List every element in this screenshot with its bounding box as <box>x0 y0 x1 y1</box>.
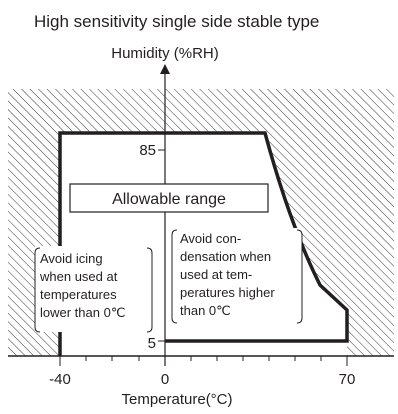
y-tick-5: 5 <box>148 335 156 352</box>
prohibited-region-hatch <box>8 89 394 356</box>
allowable-range-box <box>69 183 269 213</box>
condensation-note-line-3: used at tem- <box>180 267 252 282</box>
icing-note: Avoid icing when used at temperatures lo… <box>34 246 153 333</box>
allowable-range-label: Allowable range <box>112 191 226 208</box>
condensation-note-line-1: Avoid con- <box>180 231 241 246</box>
y-axis-ticks <box>158 149 165 342</box>
icing-note-left-bracket <box>34 247 41 333</box>
x-axis-ticks <box>59 356 348 366</box>
y-axis-arrow <box>160 64 170 74</box>
x-axis-label: Temperature(°C) <box>121 391 232 408</box>
x-tick-0: 0 <box>161 371 169 388</box>
diagram-title: High sensitivity single side stable type <box>34 12 319 31</box>
icing-note-line-3: temperatures <box>40 287 117 302</box>
icing-note-line-2: when used at <box>39 269 118 284</box>
icing-note-line-1: Avoid icing <box>40 251 103 266</box>
allowable-area-outline <box>58 131 349 356</box>
condensation-note-line-2: densation when <box>180 249 271 264</box>
icing-note-line-4: lower than 0℃ <box>40 305 125 320</box>
condensation-note: Avoid con- densation when used at tem- p… <box>171 228 303 326</box>
condensation-note-left-bracket <box>171 229 178 324</box>
condensation-note-line-4: peratures higher <box>180 285 275 300</box>
x-tick-neg40: -40 <box>49 371 71 388</box>
condensation-note-line-5: than 0℃ <box>180 303 231 318</box>
condensation-note-right-bracket <box>296 229 303 324</box>
y-axis-label: Humidity (%RH) <box>111 45 219 62</box>
icing-note-right-bracket <box>146 247 153 333</box>
x-tick-70: 70 <box>339 371 356 388</box>
y-tick-85: 85 <box>139 142 156 159</box>
